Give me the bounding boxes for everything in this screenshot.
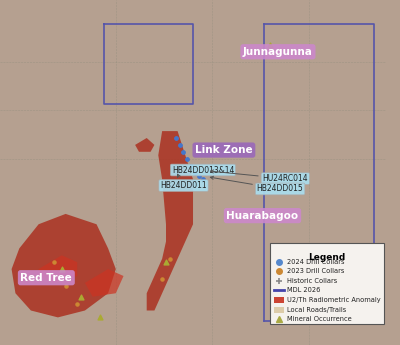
Polygon shape xyxy=(12,214,116,317)
Polygon shape xyxy=(85,269,124,297)
Point xyxy=(163,259,169,265)
Point xyxy=(180,149,186,155)
Text: MDL 2026: MDL 2026 xyxy=(287,287,320,294)
FancyBboxPatch shape xyxy=(274,307,284,313)
Point xyxy=(184,156,190,161)
Point xyxy=(74,301,80,306)
Point xyxy=(78,294,84,299)
Text: Local Roads/Trails: Local Roads/Trails xyxy=(287,307,346,313)
Text: Huarabagoo: Huarabagoo xyxy=(226,211,298,220)
Point xyxy=(97,315,104,320)
Point xyxy=(188,163,194,168)
Text: U2/Th Radiometric Anomaly: U2/Th Radiometric Anomaly xyxy=(287,297,380,303)
Text: Link Zone: Link Zone xyxy=(195,145,253,155)
Polygon shape xyxy=(147,131,193,310)
Text: HB24DD013&14: HB24DD013&14 xyxy=(172,165,234,175)
Point xyxy=(200,177,206,182)
Text: HU24RC014: HU24RC014 xyxy=(210,170,308,183)
Point xyxy=(62,284,69,289)
Point xyxy=(51,259,57,265)
FancyBboxPatch shape xyxy=(270,243,384,324)
Text: HB24DD011: HB24DD011 xyxy=(160,174,207,190)
Point xyxy=(192,170,198,175)
Point xyxy=(167,256,173,262)
Text: Junnagunna: Junnagunna xyxy=(243,47,313,57)
Text: 2024 Drill Collars: 2024 Drill Collars xyxy=(287,258,344,265)
Point xyxy=(196,173,202,179)
Text: HB24DD015: HB24DD015 xyxy=(210,176,304,194)
Polygon shape xyxy=(39,255,77,283)
Text: Mineral Occurrence: Mineral Occurrence xyxy=(287,316,352,323)
Text: Red Tree: Red Tree xyxy=(20,273,72,283)
Polygon shape xyxy=(135,138,154,152)
Point xyxy=(172,135,179,141)
Point xyxy=(176,142,183,148)
FancyBboxPatch shape xyxy=(274,297,284,303)
Text: 2023 Drill Collars: 2023 Drill Collars xyxy=(287,268,344,274)
Point xyxy=(267,42,274,48)
Text: Historic Collars: Historic Collars xyxy=(287,278,337,284)
Point xyxy=(159,277,165,282)
Point xyxy=(58,266,65,272)
Text: Legend: Legend xyxy=(308,253,346,262)
